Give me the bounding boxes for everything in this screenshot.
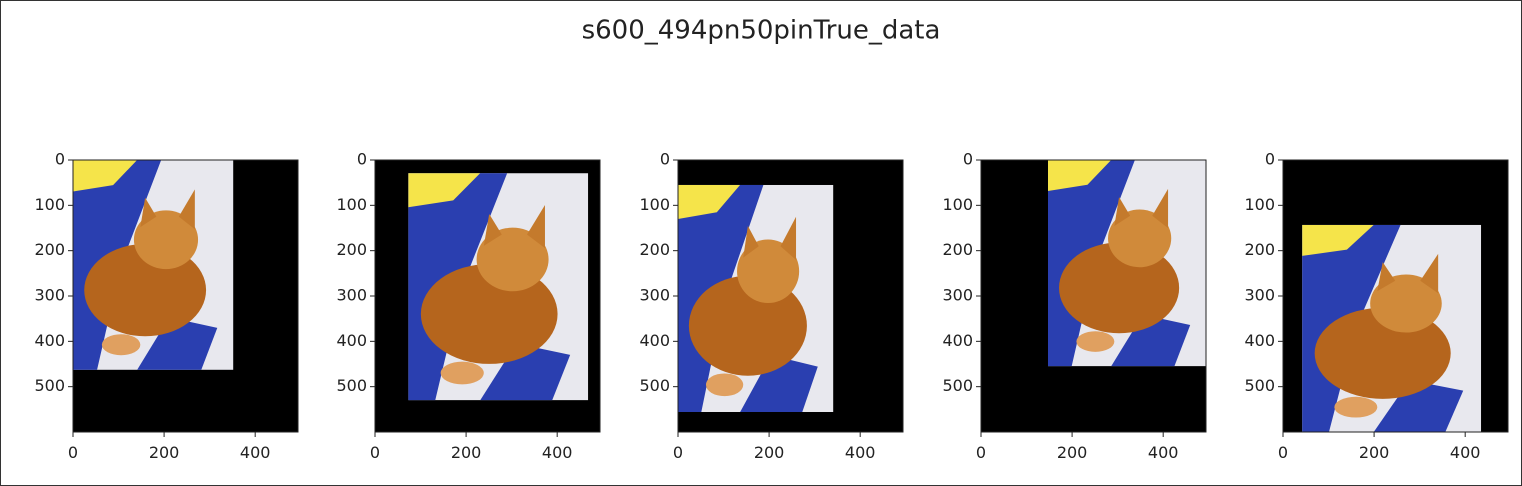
y-tick-label: 500 <box>1244 376 1275 395</box>
x-tick-label: 200 <box>149 443 180 462</box>
cat-ear <box>178 189 195 230</box>
cat-ear <box>743 225 759 258</box>
y-tick-label: 400 <box>942 331 973 350</box>
cat-head <box>1108 209 1172 268</box>
blanket-blue2 <box>1373 380 1464 432</box>
y-tick-label: 100 <box>336 195 367 214</box>
y-tick-label: 300 <box>34 286 65 305</box>
y-tick-label: 400 <box>336 331 367 350</box>
x-tick-label: 200 <box>451 443 482 462</box>
x-tick-label: 0 <box>68 443 78 462</box>
y-tick-label: 0 <box>357 150 367 169</box>
y-tick-label: 500 <box>34 376 65 395</box>
x-tick-label: 0 <box>673 443 683 462</box>
x-tick-label: 200 <box>1359 443 1390 462</box>
blanket-yellow <box>73 160 138 192</box>
cat-ear <box>140 197 157 228</box>
x-tick-label: 0 <box>370 443 380 462</box>
y-tick-label: 500 <box>942 376 973 395</box>
blanket-yellow <box>408 173 481 208</box>
blanket-blue2 <box>137 317 218 370</box>
y-tick-label: 0 <box>660 150 670 169</box>
blanket-blue2 <box>480 343 571 401</box>
photo <box>678 184 834 413</box>
photo <box>408 173 589 401</box>
y-tick-label: 500 <box>336 376 367 395</box>
y-tick-label: 0 <box>55 150 65 169</box>
y-tick-label: 300 <box>1244 286 1275 305</box>
cat-paw <box>101 334 141 356</box>
cat-paw <box>440 361 484 385</box>
blanket-yellow <box>678 184 741 220</box>
photo <box>1047 160 1206 367</box>
y-tick-label: 100 <box>1244 195 1275 214</box>
x-tick-label: 0 <box>976 443 986 462</box>
x-tick-label: 400 <box>240 443 271 462</box>
cat-ear <box>1152 188 1169 229</box>
y-tick-label: 200 <box>639 240 670 259</box>
x-tick-label: 200 <box>1057 443 1088 462</box>
photo <box>1302 224 1482 432</box>
y-tick-label: 100 <box>639 195 670 214</box>
cat-paw <box>1076 331 1115 352</box>
cat-ear <box>1114 197 1131 227</box>
photo <box>73 160 234 370</box>
y-tick-label: 400 <box>34 331 65 350</box>
y-tick-label: 200 <box>34 240 65 259</box>
cat-ear <box>1377 262 1396 292</box>
y-tick-label: 200 <box>942 240 973 259</box>
y-tick-label: 500 <box>639 376 670 395</box>
y-tick-label: 100 <box>942 195 973 214</box>
y-tick-label: 0 <box>963 150 973 169</box>
y-tick-label: 100 <box>34 195 65 214</box>
x-tick-label: 0 <box>1278 443 1288 462</box>
cat-head <box>476 227 549 292</box>
y-tick-label: 200 <box>1244 240 1275 259</box>
cat-head <box>737 239 800 304</box>
x-tick-label: 400 <box>845 443 876 462</box>
y-tick-label: 300 <box>942 286 973 305</box>
blanket-blue2 <box>740 355 818 413</box>
y-tick-label: 200 <box>336 240 367 259</box>
y-tick-label: 400 <box>639 331 670 350</box>
cat-paw <box>1334 396 1378 418</box>
cat-head <box>133 210 199 270</box>
cat-ear <box>526 204 545 249</box>
cat-ear <box>1420 253 1439 294</box>
cat-head <box>1370 274 1442 333</box>
x-tick-label: 400 <box>1450 443 1481 462</box>
y-tick-label: 400 <box>1244 331 1275 350</box>
figure-title: s600_494pn50pinTrue_data <box>582 16 941 46</box>
x-tick-label: 400 <box>1148 443 1179 462</box>
blanket-yellow <box>1047 160 1112 191</box>
blanket-blue2 <box>1111 314 1191 367</box>
cat-ear <box>483 214 502 246</box>
y-tick-label: 300 <box>639 286 670 305</box>
x-tick-label: 200 <box>754 443 785 462</box>
y-tick-label: 300 <box>336 286 367 305</box>
blanket-yellow <box>1302 224 1374 256</box>
y-tick-label: 0 <box>1265 150 1275 169</box>
x-tick-label: 400 <box>542 443 573 462</box>
cat-ear <box>780 216 797 260</box>
cat-paw <box>705 373 744 397</box>
